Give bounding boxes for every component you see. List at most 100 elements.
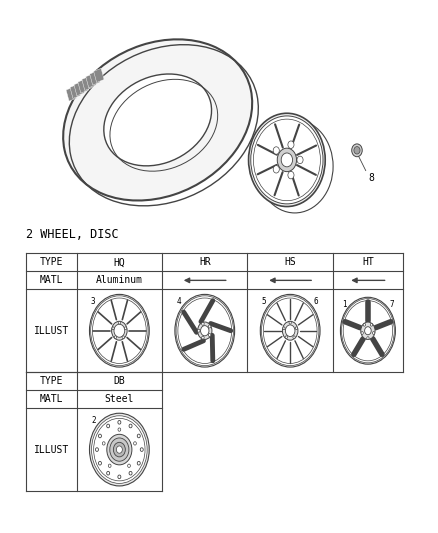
Circle shape	[201, 336, 204, 339]
Text: HS: HS	[284, 257, 296, 267]
Ellipse shape	[63, 39, 252, 200]
Circle shape	[293, 336, 295, 338]
Circle shape	[112, 327, 114, 329]
Ellipse shape	[249, 114, 325, 207]
Text: 5: 5	[262, 297, 266, 306]
Circle shape	[124, 327, 127, 329]
Bar	[94, 68, 104, 83]
Circle shape	[137, 434, 140, 438]
Text: ILLUST: ILLUST	[34, 326, 69, 336]
Circle shape	[297, 156, 303, 164]
Bar	[66, 87, 77, 101]
Circle shape	[92, 416, 147, 483]
Circle shape	[363, 324, 366, 326]
Circle shape	[277, 148, 297, 172]
Bar	[78, 79, 88, 93]
Circle shape	[283, 321, 298, 340]
Bar	[90, 71, 100, 85]
Circle shape	[114, 336, 117, 338]
Text: TYPE: TYPE	[40, 257, 63, 267]
Circle shape	[112, 321, 127, 340]
Text: HT: HT	[362, 257, 374, 267]
Circle shape	[361, 332, 364, 334]
Circle shape	[370, 324, 373, 326]
Circle shape	[107, 471, 110, 475]
Circle shape	[108, 464, 111, 467]
Circle shape	[89, 413, 149, 486]
Circle shape	[129, 471, 132, 475]
Circle shape	[118, 321, 120, 324]
Text: Steel: Steel	[105, 394, 134, 404]
Text: ILLUST: ILLUST	[34, 445, 69, 455]
Bar	[74, 82, 85, 96]
Circle shape	[288, 172, 294, 179]
Circle shape	[107, 434, 132, 465]
Circle shape	[354, 147, 360, 154]
Circle shape	[260, 294, 320, 367]
Circle shape	[113, 442, 125, 457]
Circle shape	[114, 324, 125, 337]
Text: 7: 7	[389, 300, 394, 309]
Circle shape	[198, 329, 200, 332]
Circle shape	[283, 327, 285, 329]
Circle shape	[91, 296, 148, 366]
Circle shape	[89, 294, 149, 367]
Text: MATL: MATL	[40, 394, 63, 404]
Circle shape	[340, 297, 396, 364]
Text: 1: 1	[342, 300, 346, 309]
Circle shape	[372, 332, 375, 334]
Circle shape	[122, 336, 124, 338]
Circle shape	[117, 446, 122, 453]
Circle shape	[175, 294, 235, 367]
Text: HQ: HQ	[113, 257, 125, 267]
Circle shape	[118, 475, 121, 479]
Text: 8: 8	[368, 173, 374, 183]
Circle shape	[201, 326, 209, 336]
Circle shape	[208, 334, 211, 336]
Text: TYPE: TYPE	[40, 376, 63, 386]
Circle shape	[367, 337, 369, 340]
Circle shape	[140, 448, 143, 451]
Circle shape	[198, 322, 212, 340]
Text: Aluminum: Aluminum	[96, 276, 143, 285]
Circle shape	[102, 442, 105, 445]
Circle shape	[342, 298, 394, 363]
Ellipse shape	[104, 74, 212, 166]
Text: 4: 4	[177, 297, 181, 306]
Circle shape	[110, 438, 129, 461]
Circle shape	[137, 462, 140, 465]
Circle shape	[281, 153, 293, 167]
Text: 2 WHEEL, DISC: 2 WHEEL, DISC	[26, 229, 119, 241]
Text: HR: HR	[199, 257, 211, 267]
Circle shape	[99, 462, 102, 465]
Circle shape	[201, 322, 204, 325]
Bar	[70, 84, 81, 99]
Circle shape	[176, 296, 233, 366]
Text: DB: DB	[113, 376, 125, 386]
Circle shape	[273, 166, 279, 173]
Bar	[86, 74, 96, 88]
Text: 2: 2	[91, 416, 95, 425]
Text: 3: 3	[91, 297, 95, 306]
Circle shape	[118, 428, 121, 431]
Circle shape	[352, 144, 362, 157]
Circle shape	[95, 448, 99, 451]
Circle shape	[134, 442, 136, 445]
Circle shape	[289, 321, 291, 324]
Text: MATL: MATL	[40, 276, 63, 285]
Circle shape	[99, 434, 102, 438]
Circle shape	[118, 421, 121, 424]
Circle shape	[208, 325, 211, 328]
Text: 6: 6	[314, 297, 318, 306]
Circle shape	[285, 336, 287, 338]
Circle shape	[288, 141, 294, 148]
Bar	[82, 76, 92, 91]
Ellipse shape	[251, 116, 323, 204]
Circle shape	[295, 327, 297, 329]
Circle shape	[107, 424, 110, 428]
Circle shape	[273, 147, 279, 154]
Circle shape	[129, 424, 132, 428]
Circle shape	[286, 325, 295, 336]
Circle shape	[364, 327, 371, 335]
Circle shape	[127, 464, 131, 467]
